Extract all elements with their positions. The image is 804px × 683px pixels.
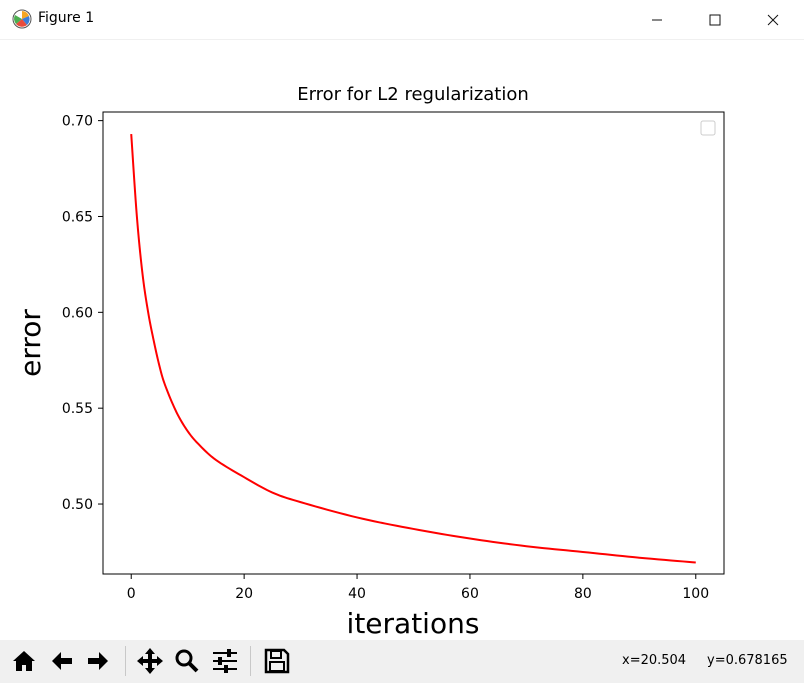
x-tick-label: 100	[682, 586, 709, 602]
x-tick-label: 20	[235, 586, 253, 602]
figure-canvas[interactable]: Error for L2 regularization 0.50 0.55 0.60…	[0, 40, 804, 640]
back-button[interactable]	[47, 644, 77, 678]
zoom-button[interactable]	[172, 644, 202, 678]
close-button[interactable]	[744, 0, 802, 39]
legend-box	[700, 120, 716, 136]
x-tick-label: 60	[461, 586, 479, 602]
matplotlib-icon	[12, 9, 32, 29]
y-tick-label: 0.60	[62, 305, 93, 321]
chart-title: Error for L2 regularization	[297, 84, 529, 105]
save-icon	[264, 648, 290, 674]
y-axis-label: error	[14, 309, 47, 377]
minimize-icon	[652, 19, 662, 20]
back-icon	[52, 652, 72, 670]
toolbar-separator	[250, 646, 251, 676]
toolbar-separator	[125, 646, 126, 676]
y-tick-label: 0.65	[62, 209, 93, 225]
coordinate-y-readout: y=0.678165	[707, 653, 788, 668]
configure-subplots-icon	[213, 649, 237, 673]
forward-button[interactable]	[83, 644, 113, 678]
title-bar[interactable]: Figure 1	[0, 0, 804, 40]
x-axis-label: iterations	[347, 607, 480, 640]
forward-icon	[88, 652, 108, 670]
y-tick-label: 0.70	[62, 114, 93, 130]
maximize-icon	[709, 14, 721, 25]
maximize-button[interactable]	[686, 0, 744, 39]
x-tick-label: 80	[574, 586, 592, 602]
close-icon	[767, 14, 779, 25]
zoom-icon	[175, 649, 199, 673]
line-chart: Error for L2 regularization 0.50 0.55 0.60…	[14, 84, 725, 640]
y-tick-label: 0.50	[62, 497, 93, 513]
save-button[interactable]	[262, 644, 292, 678]
pan-button[interactable]	[135, 644, 165, 678]
home-icon	[13, 651, 35, 671]
plot-area	[102, 111, 725, 575]
pan-icon	[137, 648, 163, 674]
x-tick-label: 0	[127, 586, 136, 602]
configure-subplots-button[interactable]	[210, 644, 240, 678]
minimize-button[interactable]	[628, 0, 686, 39]
home-button[interactable]	[9, 644, 39, 678]
x-tick-label: 40	[348, 586, 366, 602]
window-title: Figure 1	[38, 10, 95, 26]
error-series-line	[130, 133, 696, 564]
y-tick-label: 0.55	[62, 401, 93, 417]
coordinate-x-readout: x=20.504	[622, 653, 687, 668]
navigation-toolbar: x=20.504 y=0.678165	[0, 640, 804, 683]
